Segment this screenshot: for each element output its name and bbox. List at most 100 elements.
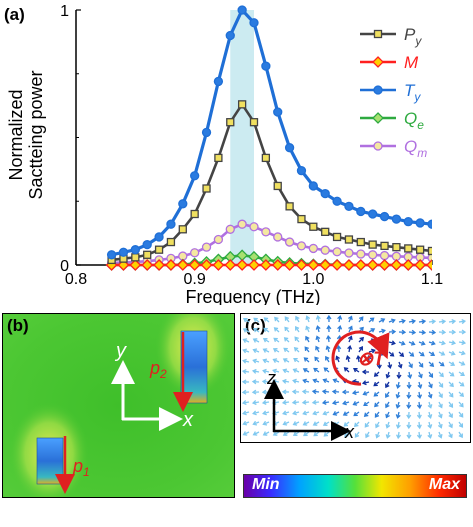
vector-field-arrows <box>241 314 467 440</box>
resonator-rod-1 <box>36 437 64 485</box>
field-vector <box>315 335 321 343</box>
field-vector <box>418 361 424 368</box>
data-point <box>295 259 308 271</box>
data-point <box>273 107 283 117</box>
field-vector <box>385 371 391 379</box>
field-vector <box>241 389 250 395</box>
field-vector <box>281 389 290 395</box>
y-axis-label-group: Normalized Sactteing power <box>6 70 46 199</box>
field-vector <box>241 379 250 385</box>
field-vector <box>388 318 396 324</box>
field-vector <box>348 315 353 323</box>
field-vector <box>262 420 270 426</box>
data-point <box>308 243 318 254</box>
data-point <box>356 206 366 217</box>
field-vector <box>448 411 453 419</box>
field-vector <box>458 371 465 376</box>
field-vector <box>437 431 443 439</box>
field-vector <box>418 351 425 357</box>
field-vector <box>251 379 260 385</box>
field-vector <box>407 371 413 380</box>
field-vector <box>321 399 330 405</box>
field-vector <box>242 348 250 354</box>
field-vector <box>458 421 464 428</box>
data-point <box>201 127 212 138</box>
field-vector <box>388 340 396 346</box>
data-point <box>344 248 354 258</box>
data-point <box>415 245 425 254</box>
field-vector <box>262 358 270 364</box>
data-point <box>190 171 200 181</box>
data-point <box>237 5 247 15</box>
field-vector <box>282 358 290 363</box>
field-vector <box>448 371 455 377</box>
panel-c-vector-field: (c) ⊗T z x <box>240 313 471 443</box>
field-vector <box>358 346 363 353</box>
data-point <box>372 56 384 68</box>
field-vector <box>283 337 290 343</box>
field-vector <box>293 357 300 363</box>
field-vector <box>368 328 376 333</box>
field-vector <box>408 340 416 346</box>
field-vector <box>427 391 433 399</box>
data-point <box>165 259 177 271</box>
field-vector <box>325 355 330 363</box>
field-vector <box>395 391 401 399</box>
data-point <box>344 201 354 212</box>
data-point <box>379 211 390 222</box>
field-vector <box>416 431 422 440</box>
data-point <box>368 209 378 219</box>
panel-b-field-map: (b) <box>2 313 235 498</box>
field-vector <box>291 389 300 395</box>
field-vector <box>458 361 466 366</box>
field-vector <box>291 399 300 405</box>
data-point <box>366 259 379 271</box>
legend-label: Qe <box>404 109 424 132</box>
data-point <box>391 214 402 224</box>
data-point <box>154 232 164 242</box>
field-vector <box>305 335 310 343</box>
data-point <box>403 216 413 227</box>
y-tick-label: 1 <box>60 3 69 20</box>
data-point <box>309 222 318 231</box>
field-vector <box>315 345 320 353</box>
data-point <box>249 118 259 127</box>
field-vector <box>315 325 321 333</box>
data-point <box>273 181 282 191</box>
field-vector <box>395 411 401 419</box>
data-point <box>166 237 176 247</box>
data-point <box>427 219 432 229</box>
data-point <box>202 184 211 193</box>
data-point <box>285 202 294 211</box>
field-vector <box>361 380 370 386</box>
data-point <box>373 29 383 39</box>
data-point <box>166 219 176 229</box>
data-point <box>378 259 391 271</box>
data-point <box>212 259 225 271</box>
field-vector <box>406 381 412 390</box>
data-point <box>296 165 307 176</box>
field-vector <box>458 381 465 387</box>
field-vector <box>395 381 401 390</box>
field-vector <box>252 338 260 343</box>
field-vector <box>416 421 422 430</box>
plot-area: 0.8 0.9 1.0 1.1 0 1 <box>60 3 443 288</box>
data-point <box>354 259 367 271</box>
y-axis-label-line2: Sactteing power <box>26 70 46 199</box>
field-vector <box>395 421 401 430</box>
field-vector <box>448 319 457 325</box>
field-vector <box>326 314 332 323</box>
toroidal-loop-arrow <box>331 330 390 386</box>
series-0 <box>107 100 432 265</box>
field-vector <box>242 358 250 364</box>
field-vector <box>242 338 250 343</box>
data-point <box>273 232 283 242</box>
field-vector <box>302 410 310 416</box>
data-point <box>141 259 154 271</box>
data-point <box>414 259 427 271</box>
field-vector <box>253 317 260 323</box>
field-vector <box>241 400 250 406</box>
field-vector <box>251 400 260 406</box>
series-line <box>111 7 432 257</box>
field-vector <box>353 368 360 373</box>
